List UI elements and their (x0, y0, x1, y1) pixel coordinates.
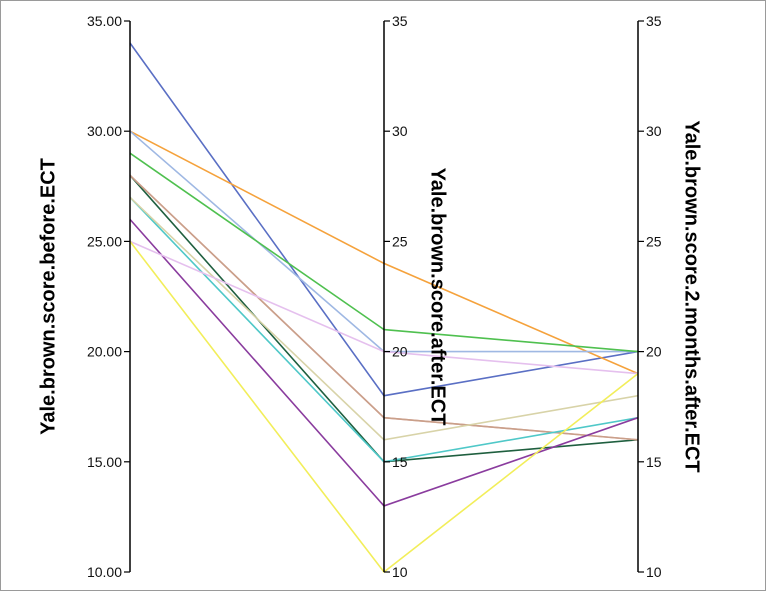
tick-label: 20 (646, 344, 662, 360)
tick-label: 15 (392, 454, 408, 470)
tick-label: 10.00 (87, 564, 122, 580)
tick-label: 20.00 (87, 344, 122, 360)
tick-label: 25 (646, 233, 662, 249)
axis-title-2: Yale.brown.score.after.ECT (427, 168, 449, 426)
tick-label: 25.00 (87, 233, 122, 249)
tick-label: 10 (392, 564, 408, 580)
tick-label: 30.00 (87, 123, 122, 139)
tick-label: 30 (392, 123, 408, 139)
tick-label: 30 (646, 123, 662, 139)
tick-label: 15.00 (87, 454, 122, 470)
tick-label: 25 (392, 233, 408, 249)
tick-label: 35 (392, 13, 408, 29)
axis-title-1: Yale.brown.score.before.ECT (37, 158, 59, 435)
tick-label: 10 (646, 564, 662, 580)
tick-label: 15 (646, 454, 662, 470)
tick-label: 35.00 (87, 13, 122, 29)
tick-label: 20 (392, 344, 408, 360)
axes: 10.00 15.00 20.00 25.00 30.00 35.00 Yale.brown… (37, 13, 702, 580)
axis-title-3: Yale.brown.score.2.months.after.ECT (681, 120, 703, 472)
tick-label: 35 (646, 13, 662, 29)
